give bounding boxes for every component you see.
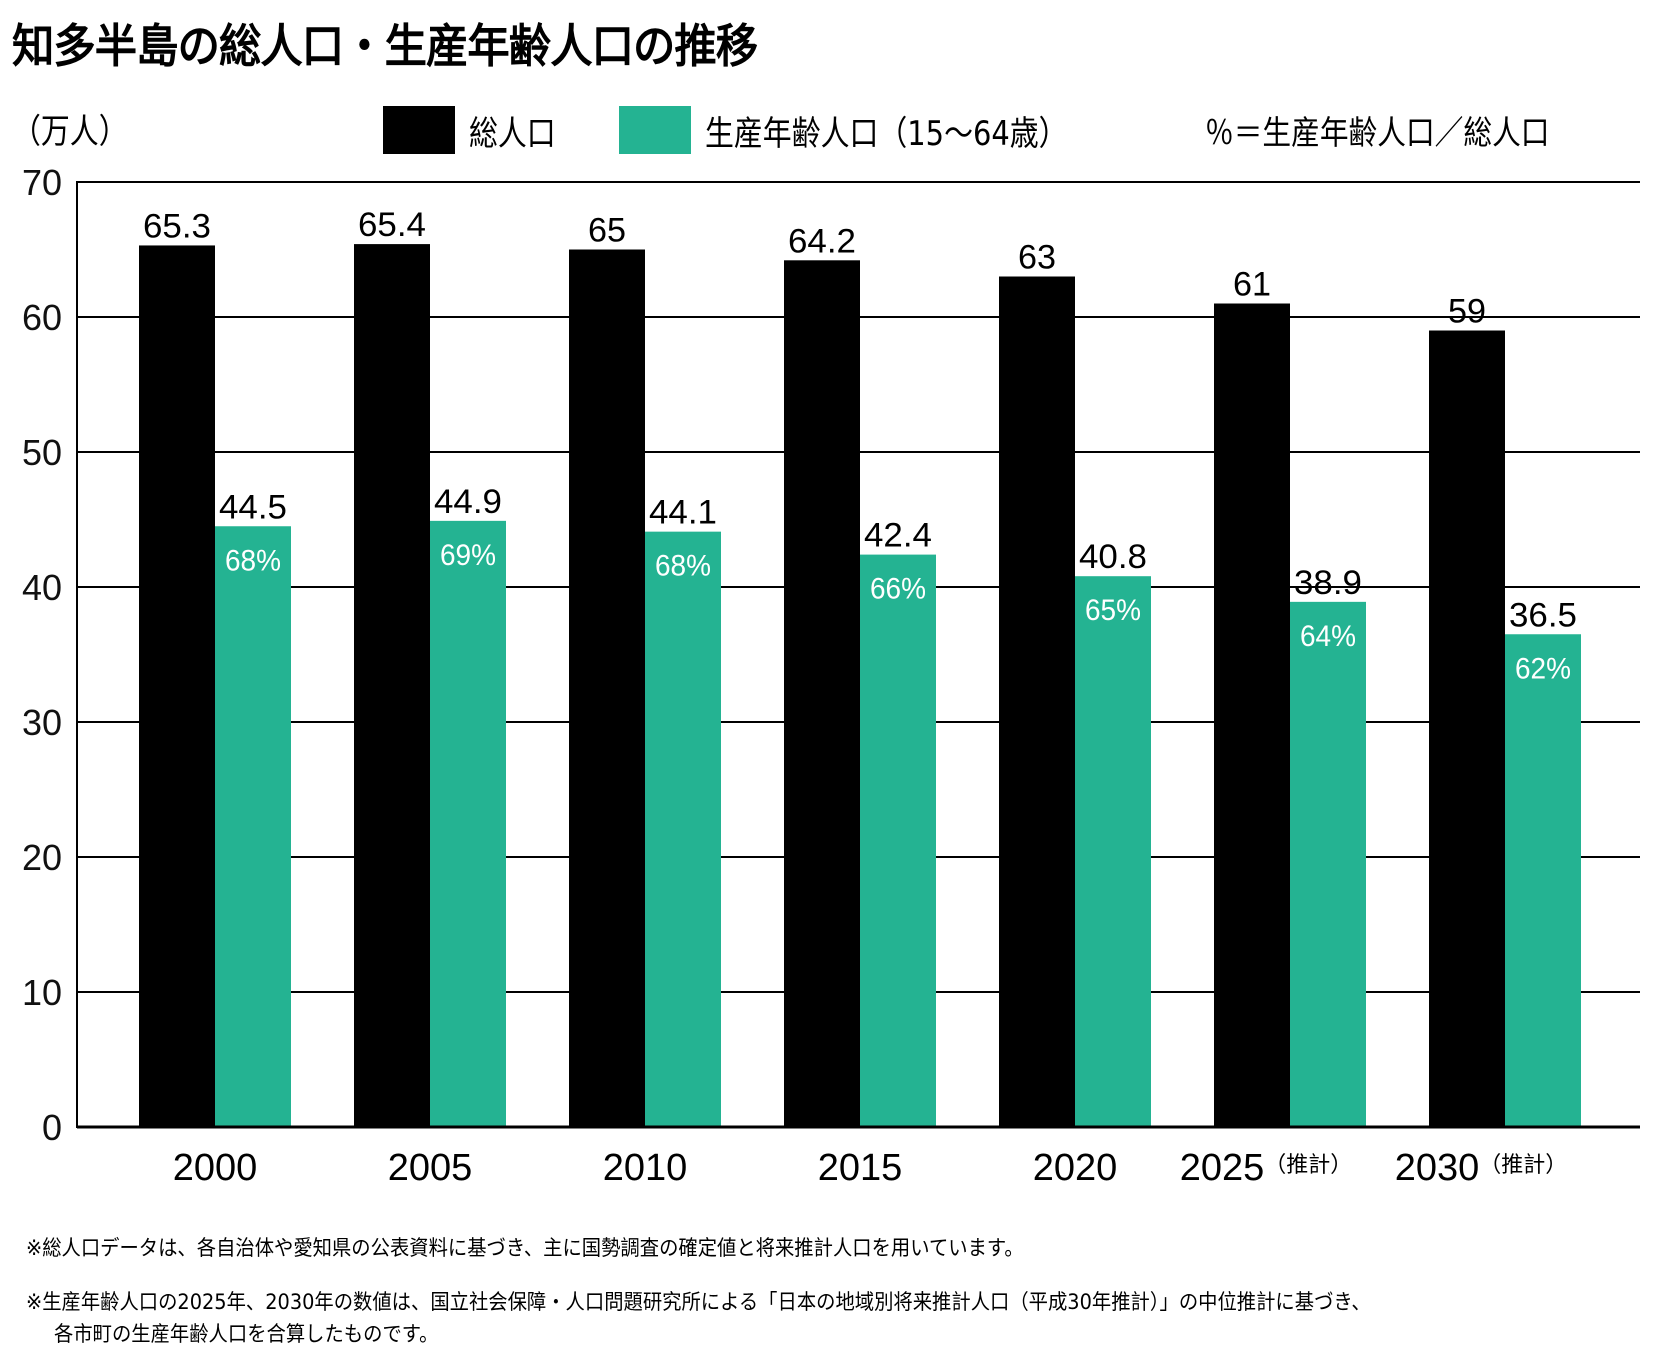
value-label-total: 64.2 (788, 222, 856, 260)
chart-title: 知多半島の総人口・生産年齢人口の推移 (12, 19, 758, 73)
bar-working-age-2000 (215, 526, 291, 1127)
legend-label-total: 総人口 (469, 113, 556, 154)
bar-working-age-2015 (860, 554, 936, 1127)
legend-note: ％＝生産年齢人口／総人口 (1205, 113, 1550, 152)
value-label-working-age: 44.5 (219, 488, 287, 526)
x-tick-label: 2020 (1033, 1147, 1118, 1189)
value-label-total: 63 (1018, 239, 1056, 277)
y-axis-unit-label: （万人） (12, 112, 128, 152)
x-tick-suffix: （推計） (1264, 1152, 1352, 1177)
legend-label-working-age: 生産年齢人口（15〜64歳） (705, 113, 1068, 154)
bar-working-age-2025 (1290, 601, 1366, 1127)
x-tick-label: 2005 (388, 1147, 473, 1189)
y-tick-label: 60 (22, 297, 62, 338)
footnote-1: ※総人口データは、各自治体や愛知県の公表資料に基づき、主に国勢調査の確定値と将来… (26, 1236, 1024, 1260)
bar-working-age-2030 (1505, 634, 1581, 1127)
percent-label: 66% (870, 573, 926, 606)
bar-total-2025 (1214, 303, 1290, 1127)
legend-swatch-total (383, 106, 455, 154)
percent-label: 62% (1515, 652, 1571, 685)
bar-total-2010 (569, 249, 645, 1127)
y-tick-label: 0 (42, 1107, 62, 1148)
value-label-working-age: 36.5 (1509, 596, 1577, 634)
bar-chart: 0 10 20 30 40 50 60 70 65.3 44.5 68% 2000 65.4 44.9 69… (22, 162, 1640, 1189)
bar-working-age-2005 (430, 520, 506, 1127)
y-tick-label: 70 (22, 162, 62, 203)
value-label-total: 65 (588, 212, 626, 250)
legend-note-wrap: ％＝生産年齢人口／総人口 (1205, 106, 1601, 154)
bar-total-2020 (999, 276, 1075, 1127)
x-tick-label: 2030（推計） (1395, 1147, 1568, 1189)
value-label-working-age: 44.9 (434, 483, 502, 521)
value-label-total: 61 (1233, 266, 1271, 304)
footnote-3: 各市町の生産年齢人口を合算したものです。 (54, 1322, 439, 1346)
value-label-total: 59 (1448, 293, 1486, 331)
x-tick-label: 2010 (603, 1147, 688, 1189)
bar-working-age-2010 (645, 531, 721, 1127)
value-label-working-age: 42.4 (864, 517, 932, 555)
y-tick-label: 30 (22, 702, 62, 743)
x-tick-label: 2025（推計） (1180, 1147, 1353, 1189)
bar-total-2005 (354, 244, 430, 1128)
y-tick-label: 40 (22, 567, 62, 608)
value-label-working-age: 38.9 (1294, 564, 1362, 602)
percent-label: 68% (225, 544, 281, 577)
percent-label: 64% (1300, 620, 1356, 653)
percent-label: 69% (440, 539, 496, 572)
bar-total-2000 (139, 245, 215, 1127)
value-label-total: 65.3 (143, 207, 211, 245)
percent-label: 65% (1085, 594, 1141, 627)
x-tick-label: 2000 (173, 1147, 258, 1189)
bar-total-2015 (784, 260, 860, 1127)
y-tick-label: 20 (22, 837, 62, 878)
x-tick-suffix: （推計） (1479, 1152, 1567, 1177)
percent-label: 68% (655, 550, 711, 583)
y-tick-label: 50 (22, 432, 62, 473)
legend-swatch-working-age (619, 106, 691, 154)
value-label-working-age: 44.1 (649, 494, 717, 532)
footnote-2: ※生産年齢人口の2025年、2030年の数値は、国立社会保障・人口問題研究所によ… (26, 1290, 1371, 1314)
value-label-working-age: 40.8 (1079, 538, 1147, 576)
bar-working-age-2020 (1075, 576, 1151, 1127)
x-tick-label: 2015 (818, 1147, 903, 1189)
bar-total-2030 (1429, 330, 1505, 1127)
y-tick-label: 10 (22, 972, 62, 1013)
value-label-total: 65.4 (358, 206, 426, 244)
legend: 総人口 生産年齢人口（15〜64歳） (383, 106, 1172, 154)
